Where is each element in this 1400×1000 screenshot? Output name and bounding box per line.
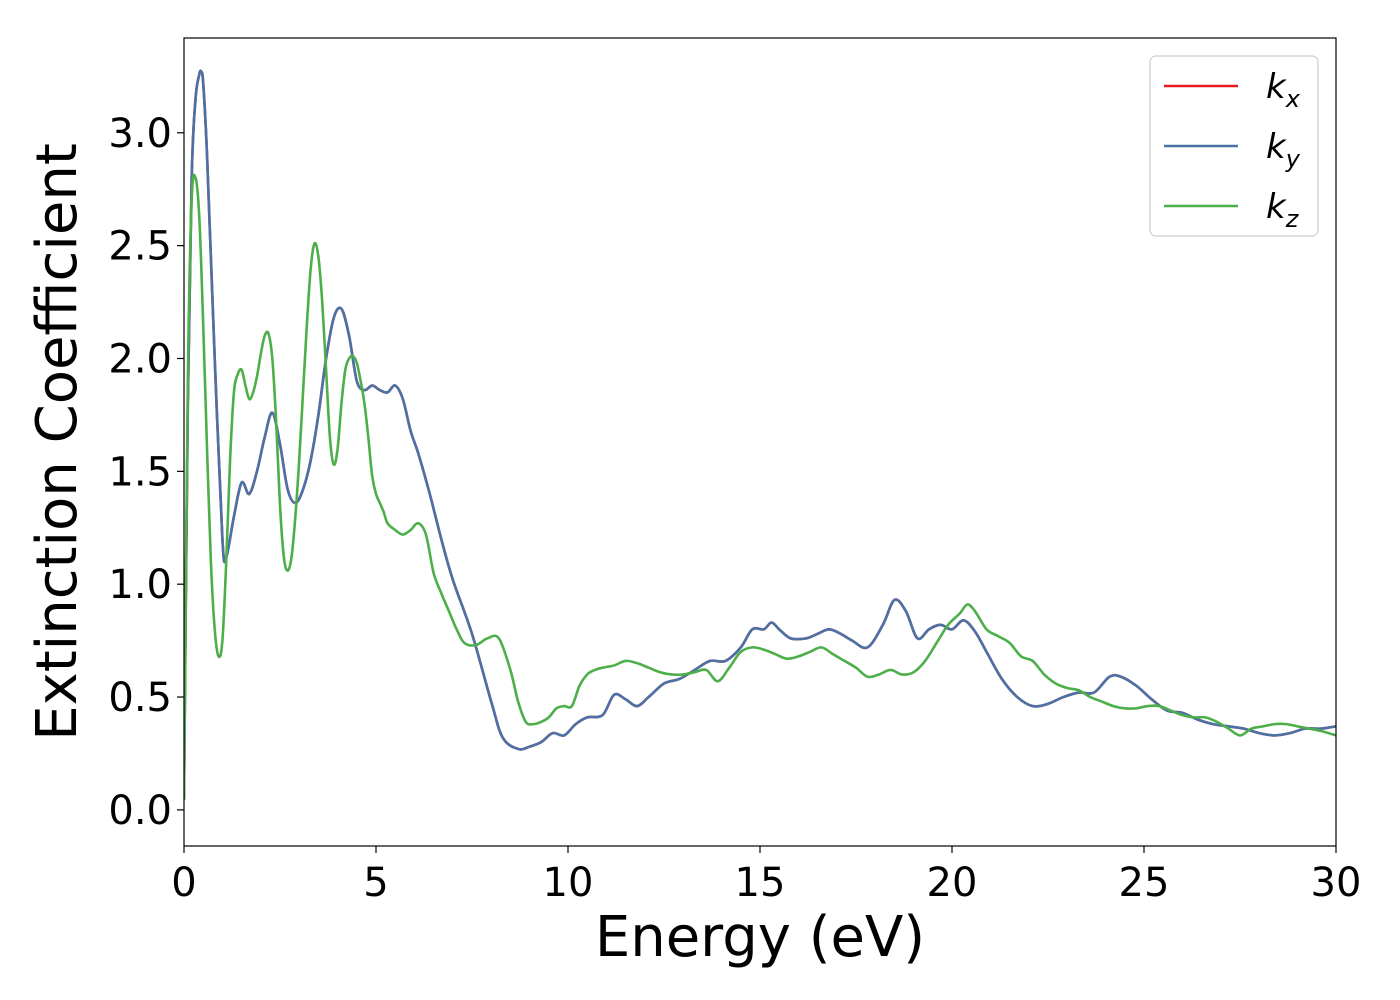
x-tick-label: 0 [171,860,196,906]
x-tick-label: 10 [543,860,594,906]
legend-label-kz: kz [1266,187,1300,233]
x-tick-label: 20 [927,860,978,906]
y-tick-label: 1.0 [108,562,172,608]
y-axis: 0.0 0.5 1.0 1.5 2.0 2.5 3.0 [108,111,184,834]
legend-label-subscript: z [1285,205,1300,233]
legend-label-subscript: y [1285,145,1301,173]
series-line-kz [184,173,1336,800]
x-tick-label: 5 [363,860,388,906]
x-tick-label: 30 [1311,860,1362,906]
series-line-ky [184,69,1336,800]
x-tick-label: 15 [735,860,786,906]
series-layer [184,69,1336,800]
y-axis-label: Extinction Coefficient [25,143,90,741]
x-tick-label: 25 [1119,860,1170,906]
x-axis: 0 5 10 15 20 25 30 [171,846,1361,906]
legend-label-kx: kx [1266,67,1301,113]
y-tick-label: 0.0 [108,788,172,834]
x-axis-label: Energy (eV) [595,905,925,970]
legend-label-main: k [1266,187,1287,227]
y-tick-label: 3.0 [108,111,172,157]
y-tick-label: 2.5 [108,224,172,270]
legend-label-subscript: x [1285,85,1301,113]
y-tick-label: 2.0 [108,336,172,382]
y-tick-label: 1.5 [108,449,172,495]
y-tick-label: 0.5 [108,675,172,721]
legend-label-ky: ky [1266,127,1301,173]
legend-label-main: k [1266,67,1287,107]
legend-label-main: k [1266,127,1287,167]
